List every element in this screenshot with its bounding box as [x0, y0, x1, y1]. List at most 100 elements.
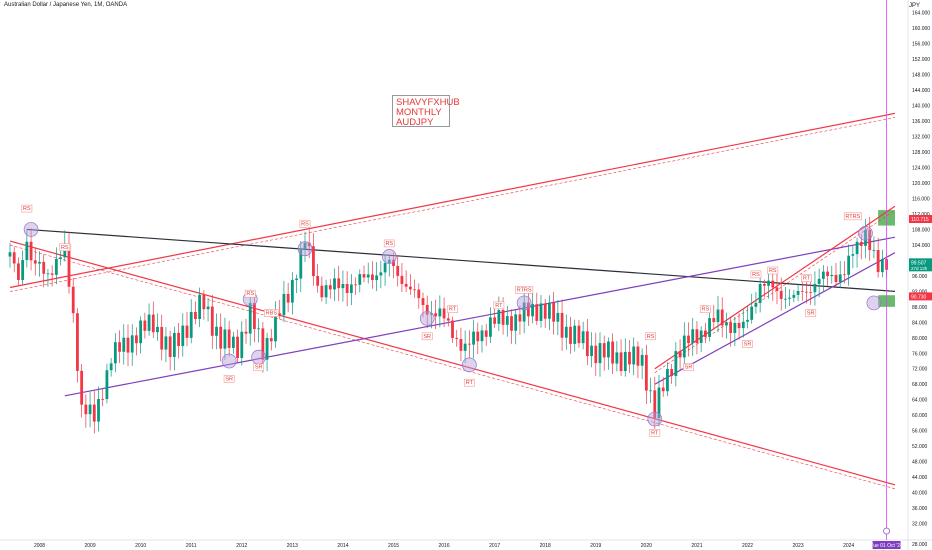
candle-body — [746, 319, 749, 322]
candle-body — [602, 343, 606, 358]
candle-body — [425, 304, 429, 315]
candle-body — [126, 337, 130, 353]
pivot-circle — [381, 249, 397, 264]
candle-body — [265, 338, 269, 360]
candle-body — [585, 331, 589, 357]
candle-body — [754, 302, 758, 307]
annotation-box — [843, 212, 862, 221]
candle-body — [54, 258, 58, 275]
candle-body — [653, 390, 657, 419]
annotation-box — [805, 309, 817, 317]
candle-body — [543, 303, 547, 319]
candle-body — [261, 328, 265, 360]
annotation-label: RS — [385, 241, 393, 247]
annotation-box — [767, 266, 779, 275]
candle-body — [695, 329, 699, 343]
candle-body — [843, 274, 846, 276]
trendline — [654, 205, 896, 370]
y-tick-label: 80.000 — [912, 336, 928, 342]
candle-body — [830, 274, 834, 277]
y-tick-label: 60.000 — [912, 413, 928, 419]
trendline — [26, 228, 896, 292]
candle-body — [12, 252, 16, 264]
annotation-box — [253, 363, 265, 372]
annotation-label: SR — [685, 365, 693, 371]
candle-body — [253, 303, 256, 329]
lower-price-tag: 90.730 — [911, 294, 927, 300]
candle-body — [834, 274, 838, 282]
candle-body — [459, 338, 463, 351]
candle-body — [333, 278, 336, 290]
candle-body — [76, 313, 79, 371]
candle-body — [168, 336, 172, 357]
candle-body — [729, 322, 733, 333]
candle-body — [784, 298, 787, 300]
candle-body — [569, 326, 572, 344]
candle-body — [522, 302, 526, 322]
candle-body — [526, 302, 530, 317]
x-tick-label: 2014 — [337, 543, 348, 549]
candle-body — [691, 329, 695, 344]
cursor-date-bg — [872, 541, 901, 549]
annotation-box — [421, 332, 433, 341]
y-tick-label: 160.000 — [912, 26, 930, 32]
candle-body — [156, 326, 159, 333]
candle-body — [467, 343, 471, 345]
text-note[interactable]: SHAVYFXHUB MONTHLY AUDJPY — [392, 95, 460, 128]
candle-body — [92, 404, 96, 422]
cursor-date-label: Tue 01 Oct '24 — [870, 543, 903, 549]
candle-body — [185, 325, 189, 338]
y-tick-label: 36.000 — [912, 506, 928, 512]
candle-body — [826, 271, 829, 277]
x-tick-label: 2020 — [641, 543, 652, 549]
y-tick-label: 32.000 — [912, 522, 928, 528]
chart-title: Australian Dollar / Japanese Yen, 1M, OA… — [4, 2, 128, 8]
candle-body — [687, 335, 690, 344]
y-tick-label: 52.000 — [912, 444, 928, 450]
candle-body — [598, 343, 602, 364]
candle-body — [762, 283, 766, 286]
y-tick-label: 156.000 — [912, 42, 930, 48]
current-price-tag: 99.507 — [911, 260, 927, 266]
candle-body — [661, 387, 665, 392]
candle-body — [383, 263, 387, 273]
pivot-circle — [297, 241, 313, 257]
candle-body — [312, 246, 315, 277]
candle-body — [611, 341, 615, 364]
annotation-label: SR — [423, 334, 431, 340]
y-tick-label: 92.000 — [912, 289, 928, 295]
y-tick-label: 164.000 — [912, 11, 930, 17]
candle-body — [358, 274, 362, 285]
candle-body — [172, 332, 176, 357]
y-tick-label: 124.000 — [912, 166, 930, 172]
candle-body — [328, 285, 332, 290]
candle-body — [147, 314, 151, 331]
candle-body — [548, 302, 551, 319]
candle-body — [88, 404, 92, 415]
y-tick-label: 96.000 — [912, 274, 928, 280]
note-line-2: MONTHLY — [396, 107, 442, 118]
annotation-box — [645, 332, 656, 341]
candle-body — [17, 263, 20, 280]
y-tick-label: 56.000 — [912, 429, 928, 435]
candle-body — [274, 313, 277, 342]
annotation-label: RT — [466, 380, 474, 386]
candle-body — [514, 314, 518, 331]
y-tick-label: 104.000 — [912, 243, 930, 249]
candle-body — [876, 250, 880, 273]
y-tick-label: 108.000 — [912, 227, 930, 233]
candle-body — [438, 308, 442, 317]
x-tick-label: 2013 — [287, 543, 298, 549]
candle-body — [33, 260, 37, 264]
candle-body — [50, 273, 54, 275]
candle-body — [29, 241, 33, 261]
y-tick-label: 116.000 — [912, 196, 930, 202]
candle-body — [320, 285, 324, 298]
annotation-label: RT — [651, 431, 659, 437]
candle-body — [215, 326, 218, 336]
annotation-label: RBS — [266, 311, 278, 317]
candle-body — [345, 284, 349, 294]
y-tick-label: 40.000 — [912, 491, 928, 497]
